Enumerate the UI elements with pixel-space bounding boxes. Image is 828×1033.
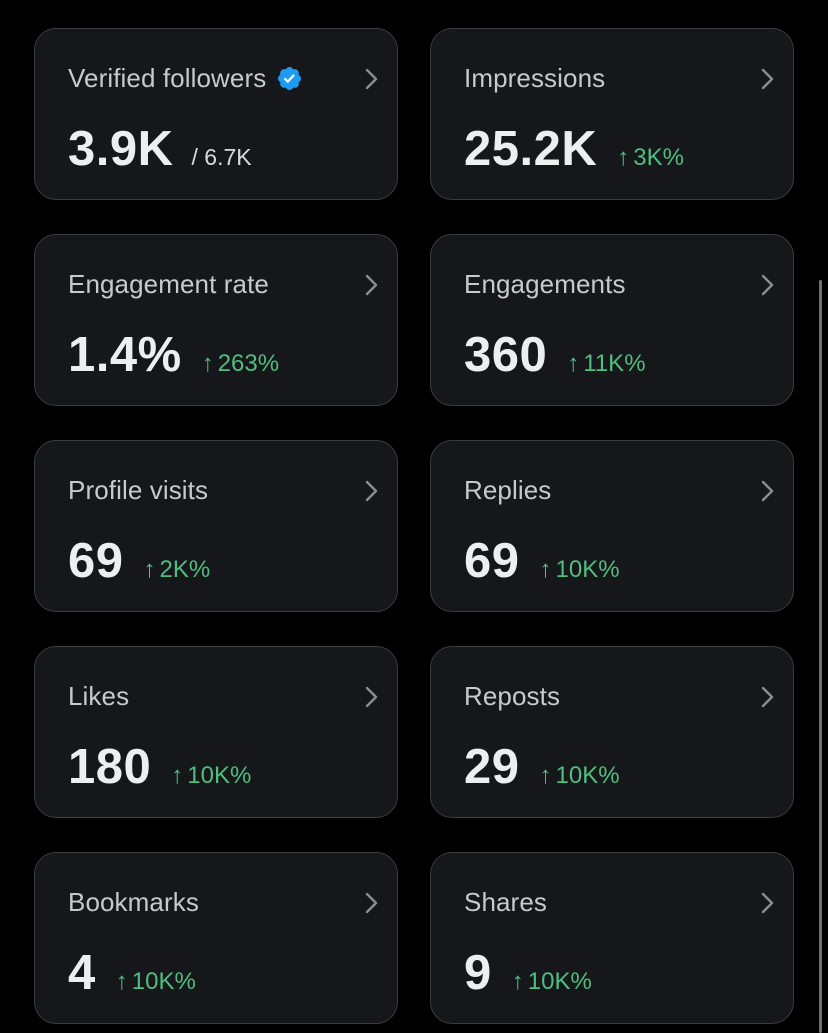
metric-change-value: 10K% xyxy=(555,762,620,789)
metric-value-row: 1.4% ↑ 263% xyxy=(68,327,279,383)
metric-change-value: 10K% xyxy=(131,968,196,995)
metric-value: 4 xyxy=(68,946,96,1000)
chevron-right-icon xyxy=(761,68,774,90)
metric-change: ↑ 10K% xyxy=(540,556,620,584)
arrow-up-icon: ↑ xyxy=(617,144,630,171)
metric-card-reposts[interactable]: Reposts 29 ↑ 10K% xyxy=(430,646,794,818)
chevron-right-icon xyxy=(365,68,378,90)
metric-label: Engagements xyxy=(464,269,626,299)
arrow-up-icon: ↑ xyxy=(171,762,184,789)
arrow-up-icon: ↑ xyxy=(201,350,214,377)
metric-label-wrap: Engagement rate xyxy=(68,269,269,300)
metric-card-profile-visits[interactable]: Profile visits 69 ↑ 2K% xyxy=(34,440,398,612)
metric-change-value: 10K% xyxy=(187,762,252,789)
metric-label: Profile visits xyxy=(68,475,209,505)
metric-card-replies[interactable]: Replies 69 ↑ 10K% xyxy=(430,440,794,612)
metric-value: 360 xyxy=(464,328,548,382)
metric-value-row: 4 ↑ 10K% xyxy=(68,945,196,1001)
metric-label: Verified followers xyxy=(68,63,267,93)
chevron-right-icon xyxy=(761,480,774,502)
metric-change: ↑ 10K% xyxy=(540,762,620,790)
chevron-right-icon xyxy=(365,686,378,708)
metric-change-value: 3K% xyxy=(633,144,684,171)
metric-label-wrap: Engagements xyxy=(464,269,626,300)
chevron-right-icon xyxy=(365,480,378,502)
metric-value-row: 9 ↑ 10K% xyxy=(464,945,592,1001)
verified-badge-icon xyxy=(278,66,302,91)
metric-label: Shares xyxy=(464,887,547,917)
metric-change: ↑ 11K% xyxy=(567,350,645,378)
metric-change: ↑ 10K% xyxy=(116,968,196,996)
metric-change-value: 10K% xyxy=(527,968,592,995)
arrow-up-icon: ↑ xyxy=(115,968,128,995)
arrow-up-icon: ↑ xyxy=(539,556,552,583)
metric-value-row: 69 ↑ 10K% xyxy=(464,533,620,589)
metric-label: Impressions xyxy=(464,63,606,93)
metric-change-value: 11K% xyxy=(583,350,646,377)
metric-label: Bookmarks xyxy=(68,887,199,917)
metric-card-bookmarks[interactable]: Bookmarks 4 ↑ 10K% xyxy=(34,852,398,1024)
metric-label-wrap: Reposts xyxy=(464,681,560,712)
metric-change-value: 10K% xyxy=(555,556,620,583)
metric-card-engagements[interactable]: Engagements 360 ↑ 11K% xyxy=(430,234,794,406)
scrollbar[interactable] xyxy=(819,280,822,1033)
metric-change: ↑ 10K% xyxy=(512,968,592,996)
metric-value-row: 360 ↑ 11K% xyxy=(464,327,646,383)
metric-value: 9 xyxy=(464,946,492,1000)
metric-card-engagement-rate[interactable]: Engagement rate 1.4% ↑ 263% xyxy=(34,234,398,406)
metric-change: ↑ 3K% xyxy=(617,144,684,172)
metric-value-row: 29 ↑ 10K% xyxy=(464,739,620,795)
metric-card-verified-followers[interactable]: Verified followers 3.9K / 6.7K xyxy=(34,28,398,200)
metric-label-wrap: Shares xyxy=(464,887,547,918)
metric-change-value: 2K% xyxy=(159,556,211,583)
arrow-up-icon: ↑ xyxy=(143,556,156,583)
metric-change: ↑ 263% xyxy=(202,350,279,378)
metric-label-wrap: Replies xyxy=(464,475,551,506)
metric-value-row: 25.2K ↑ 3K% xyxy=(464,121,684,177)
metric-card-shares[interactable]: Shares 9 ↑ 10K% xyxy=(430,852,794,1024)
metrics-grid: Verified followers 3.9K / 6.7K Impressio… xyxy=(34,28,794,1024)
chevron-right-icon xyxy=(365,274,378,296)
chevron-right-icon xyxy=(761,892,774,914)
metric-value-row: 3.9K / 6.7K xyxy=(68,121,252,177)
metric-label: Engagement rate xyxy=(68,269,269,299)
metric-value: 3.9K xyxy=(68,122,174,176)
metric-total: / 6.7K xyxy=(191,144,252,170)
metric-change: ↑ 2K% xyxy=(144,556,211,584)
metric-label: Replies xyxy=(464,475,552,505)
metric-value: 69 xyxy=(464,534,520,588)
metric-value-row: 180 ↑ 10K% xyxy=(68,739,251,795)
metric-value-row: 69 ↑ 2K% xyxy=(68,533,210,589)
metric-label-wrap: Verified followers xyxy=(68,63,303,94)
metric-value: 25.2K xyxy=(464,122,598,176)
chevron-right-icon xyxy=(761,274,774,296)
metric-value: 69 xyxy=(68,534,124,588)
metric-card-impressions[interactable]: Impressions 25.2K ↑ 3K% xyxy=(430,28,794,200)
arrow-up-icon: ↑ xyxy=(511,968,524,995)
metric-label-wrap: Profile visits xyxy=(68,475,208,506)
metric-card-likes[interactable]: Likes 180 ↑ 10K% xyxy=(34,646,398,818)
metric-value: 29 xyxy=(464,740,520,794)
chevron-right-icon xyxy=(365,892,378,914)
metric-value: 180 xyxy=(68,740,152,794)
metric-label-wrap: Likes xyxy=(68,681,129,712)
chevron-right-icon xyxy=(761,686,774,708)
metric-label: Reposts xyxy=(464,681,561,711)
metric-label-wrap: Bookmarks xyxy=(68,887,199,918)
arrow-up-icon: ↑ xyxy=(539,762,552,789)
metric-change-value: 263% xyxy=(217,350,280,377)
metric-value: 1.4% xyxy=(68,328,182,382)
metric-change: ↑ 10K% xyxy=(171,762,251,790)
metric-label-wrap: Impressions xyxy=(464,63,605,94)
arrow-up-icon: ↑ xyxy=(567,350,580,377)
metric-label: Likes xyxy=(68,681,130,711)
